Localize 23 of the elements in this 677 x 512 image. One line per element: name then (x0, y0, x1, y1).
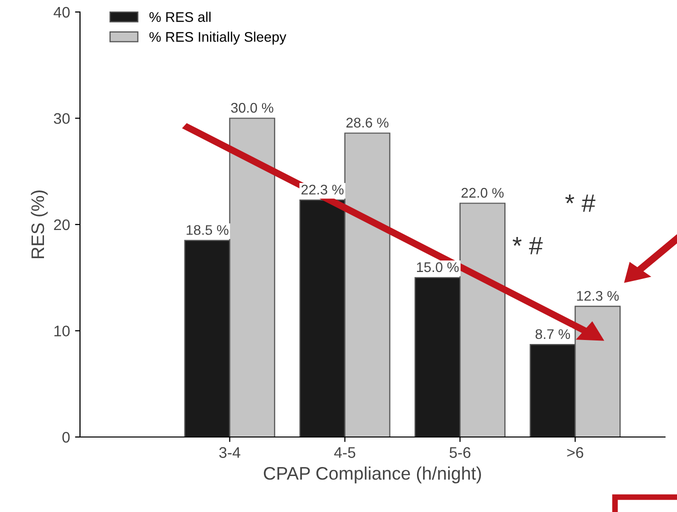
data-label: 8.7 % (536, 329, 570, 340)
x-tick-label: 3-4 (219, 447, 240, 458)
data-label: 18.5 % (186, 225, 228, 235)
x-tick-label: >6 (567, 447, 584, 458)
y-tick-label: 40 (54, 6, 70, 18)
data-label: 12.3 % (577, 290, 619, 301)
annotation: * # (565, 194, 596, 212)
legend-label: % RES all (149, 12, 211, 22)
annotation: * # (512, 237, 543, 254)
legend-label: % RES Initially Sleepy (149, 32, 286, 45)
y-tick-label: 0 (62, 432, 70, 443)
data-label: 28.6 % (346, 118, 388, 128)
x-tick-label: 5-6 (450, 447, 470, 458)
y-tick-label: 20 (54, 219, 70, 230)
x-tick-label: 4-5 (334, 447, 356, 458)
y-tick-label: 30 (54, 113, 70, 124)
y-tick-label: 10 (54, 326, 70, 336)
data-label: 22.3 % (301, 184, 344, 195)
data-label: 30.0 % (231, 102, 274, 113)
data-label: 22.0 % (462, 188, 504, 198)
y-axis-title: RES (%) (30, 190, 48, 258)
data-label: 15.0 % (417, 262, 459, 272)
x-axis-title: CPAP Compliance (h/night) (264, 466, 481, 484)
